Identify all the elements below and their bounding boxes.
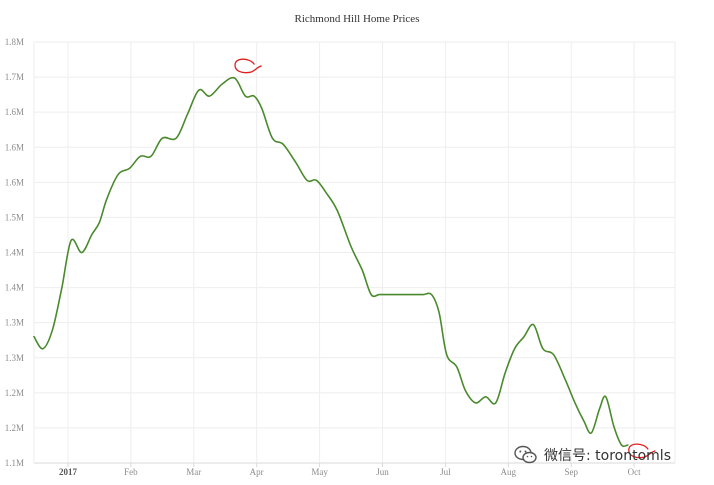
y-tick-label: 1.5M xyxy=(5,212,24,222)
y-tick-label: 1.4M xyxy=(5,248,24,258)
watermark-text: 微信号: torontomls xyxy=(544,448,671,464)
wechat-icon xyxy=(514,445,538,465)
y-tick-label: 1.1M xyxy=(5,458,24,468)
x-axis-tick-labels: 2017 Feb Mar Apr May Jun Jul Aug Sep Oct xyxy=(59,467,641,477)
y-tick-label: 1.2M xyxy=(5,388,24,398)
chart-title: Richmond Hill Home Prices xyxy=(295,13,420,25)
y-tick-label: 1.7M xyxy=(5,72,24,82)
x-tick-label: May xyxy=(311,467,328,477)
x-tick-label: Oct xyxy=(628,467,641,477)
x-tick-label: Apr xyxy=(250,467,264,477)
y-tick-label: 1.8M xyxy=(5,37,24,47)
annotation-marks xyxy=(234,58,656,459)
y-tick-label: 1.3M xyxy=(5,318,24,328)
x-tick-label: Aug xyxy=(501,467,517,477)
x-tick-label: Mar xyxy=(186,467,201,477)
x-tick-label: Jun xyxy=(376,467,389,477)
annotation-circle-1 xyxy=(628,443,656,459)
y-tick-label: 1.6M xyxy=(5,177,24,187)
annotation-circle-0 xyxy=(234,58,262,74)
x-tick-label: Feb xyxy=(124,467,138,477)
x-tick-label: Jul xyxy=(440,467,451,477)
x-tick-label: 2017 xyxy=(59,467,78,477)
y-tick-label: 1.3M xyxy=(5,353,24,363)
y-tick-label: 1.2M xyxy=(5,423,24,433)
series-line-0 xyxy=(33,76,629,448)
grid xyxy=(33,41,676,467)
watermark: 微信号: torontomls xyxy=(514,444,671,466)
y-axis-tick-labels: 1.1M 1.2M 1.2M 1.3M 1.3M 1.4M 1.4M 1.5M 1.6M 1.6M… xyxy=(5,37,24,468)
x-tick-label: Sep xyxy=(564,467,578,477)
series-group xyxy=(33,76,629,448)
y-tick-label: 1.4M xyxy=(5,283,24,293)
y-tick-label: 1.6M xyxy=(5,142,24,152)
y-tick-label: 1.6M xyxy=(5,107,24,117)
